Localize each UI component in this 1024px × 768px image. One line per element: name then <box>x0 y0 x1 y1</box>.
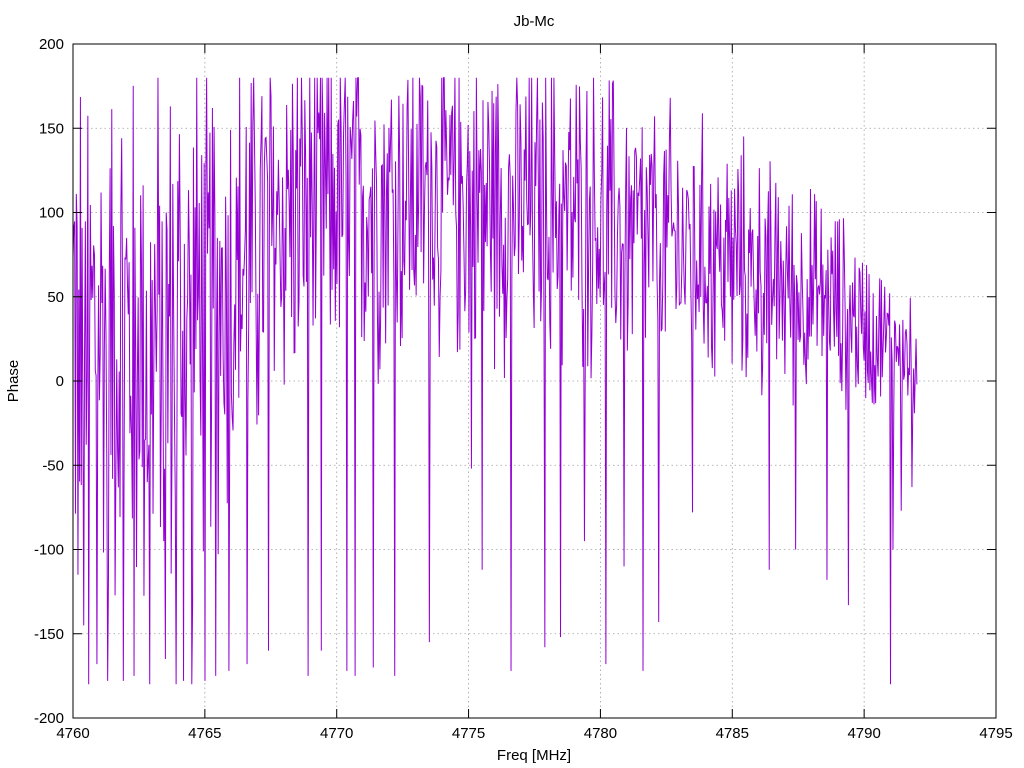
x-tick-label: 4790 <box>847 725 880 742</box>
x-tick-label: 4770 <box>320 725 353 742</box>
chart-title: Jb-Mc <box>514 13 555 30</box>
x-tick-label: 4775 <box>452 725 485 742</box>
x-tick-label: 4760 <box>56 725 89 742</box>
x-tick-label: 4765 <box>188 725 221 742</box>
phase-series-line <box>72 77 918 685</box>
y-tick-label: 200 <box>39 36 64 53</box>
y-tick-label: -50 <box>42 457 64 474</box>
y-tick-label: 50 <box>47 289 64 306</box>
y-tick-label: 150 <box>39 120 64 137</box>
y-tick-label: 100 <box>39 205 64 222</box>
x-tick-label: 4785 <box>716 725 749 742</box>
x-axis-label: Freq [MHz] <box>497 747 571 764</box>
y-tick-label: -200 <box>34 710 64 727</box>
plot-area <box>72 77 918 685</box>
y-tick-label: 0 <box>56 373 64 390</box>
y-tick-label: -100 <box>34 542 64 559</box>
x-tick-label: 4795 <box>979 725 1012 742</box>
x-tick-label: 4780 <box>584 725 617 742</box>
axis-ticks: -200 -150 -100 -50 0 50 100 150 200 4760 4765 4770 4… <box>34 36 1013 742</box>
y-axis-label: Phase <box>5 360 22 403</box>
y-tick-label: -150 <box>34 626 64 643</box>
